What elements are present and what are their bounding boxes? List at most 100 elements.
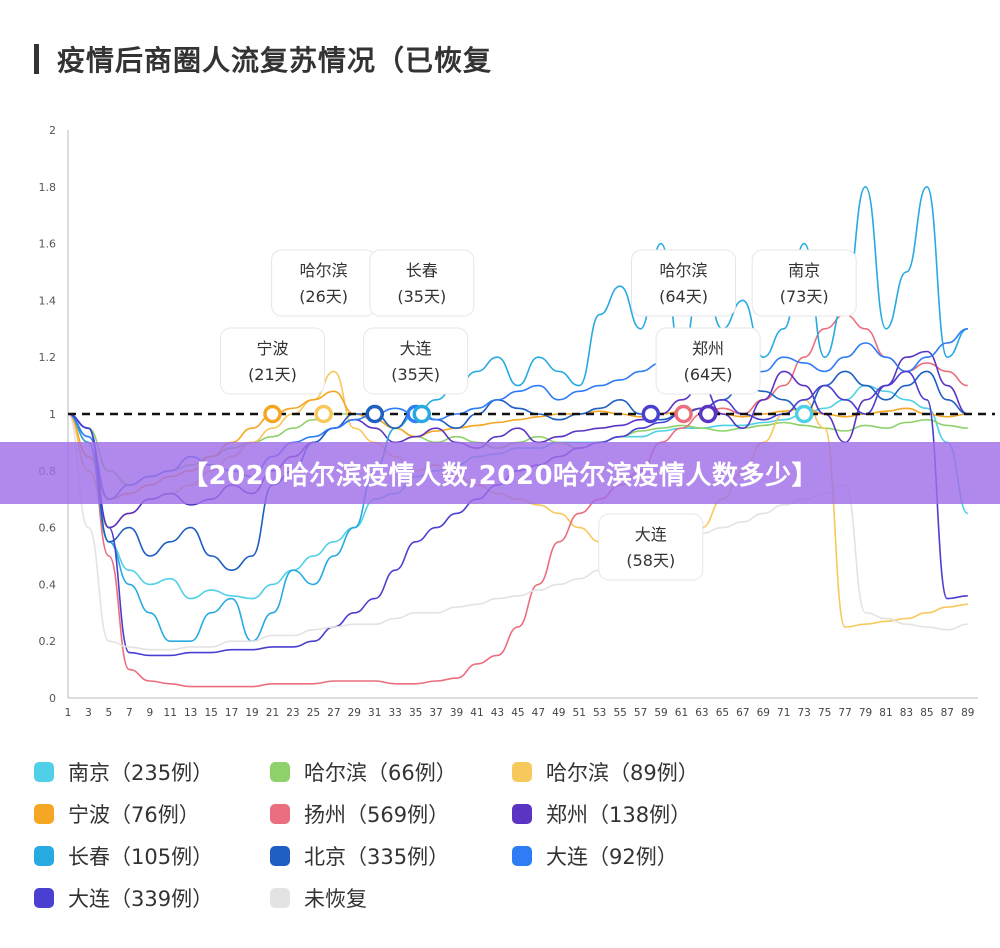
x-tick-label: 81 xyxy=(879,707,892,719)
x-tick-label: 59 xyxy=(654,707,667,719)
x-tick-label: 15 xyxy=(204,707,217,719)
annotation-box xyxy=(631,249,737,317)
x-tick-label: 7 xyxy=(126,707,133,719)
legend-label: 北京（335例） xyxy=(304,845,450,869)
annotation-box xyxy=(655,327,761,395)
legend-label: 哈尔滨（66例） xyxy=(304,761,457,785)
legend-item: 南京（235例） xyxy=(34,760,270,785)
x-tick-label: 69 xyxy=(757,707,770,719)
annotation-city: 南京 xyxy=(788,261,820,280)
x-tick-label: 51 xyxy=(573,707,586,719)
x-tick-label: 83 xyxy=(900,707,913,719)
annotation-days: (73天) xyxy=(780,287,829,306)
y-tick-label: 0.2 xyxy=(39,635,57,648)
legend-label: 未恢复 xyxy=(304,887,367,911)
x-tick-label: 17 xyxy=(225,707,238,719)
x-tick-label: 49 xyxy=(552,707,565,719)
x-axis: 1 3 5 7 9 11 13 15 17 19 21 23 25 27 29 31 33 35 37 39 41 43 4… xyxy=(65,697,978,719)
legend-swatch xyxy=(34,762,54,782)
annotation-days: (58天) xyxy=(626,551,675,570)
legend-item: 哈尔滨（89例） xyxy=(512,760,772,785)
annotation-days: (35天) xyxy=(391,365,440,384)
annotation-box xyxy=(598,513,704,581)
annotation-city: 宁波 xyxy=(256,339,288,358)
x-tick-label: 89 xyxy=(961,707,974,719)
x-tick-label: 25 xyxy=(307,707,320,719)
legend-label: 长春（105例） xyxy=(68,845,214,869)
legend-item: 未恢复 xyxy=(270,886,512,911)
annotation-city: 郑州 xyxy=(692,339,724,358)
legend-swatch xyxy=(512,804,532,824)
x-tick-label: 87 xyxy=(941,707,954,719)
legend-item: 扬州（569例） xyxy=(270,802,512,827)
y-tick-label: 1.6 xyxy=(39,238,57,251)
x-tick-label: 33 xyxy=(389,707,402,719)
x-tick-label: 1 xyxy=(65,707,72,719)
legend-swatch xyxy=(270,762,290,782)
x-tick-label: 41 xyxy=(470,707,483,719)
x-tick-label: 63 xyxy=(695,707,708,719)
y-tick-label: 2 xyxy=(49,124,56,137)
annotation-city: 大连 xyxy=(635,525,667,544)
legend-swatch xyxy=(512,762,532,782)
x-tick-label: 47 xyxy=(532,707,545,719)
title-accent-bar xyxy=(34,44,39,74)
x-tick-label: 13 xyxy=(184,707,197,719)
legend-label: 大连（339例） xyxy=(68,887,214,911)
legend-swatch xyxy=(270,846,290,866)
y-tick-label: 0 xyxy=(49,692,56,705)
recovery-marker xyxy=(698,404,718,424)
chart-title: 疫情后商圈人流复苏情况（已恢复 xyxy=(57,44,493,77)
legend-item: 北京（335例） xyxy=(270,844,512,869)
legend-swatch xyxy=(270,888,290,908)
annotation-days: (35天) xyxy=(397,287,446,306)
legend-item: 郑州（138例） xyxy=(512,802,772,827)
legend-item: 宁波（76例） xyxy=(34,802,270,827)
annotation-box xyxy=(363,327,469,395)
x-tick-label: 11 xyxy=(164,707,177,719)
title-bar: 疫情后商圈人流复苏情况（已恢复 xyxy=(34,42,493,77)
legend-item: 长春（105例） xyxy=(34,844,270,869)
legend-item: 大连（92例） xyxy=(512,844,772,869)
x-tick-label: 79 xyxy=(859,707,872,719)
legend-swatch xyxy=(34,888,54,908)
x-tick-label: 53 xyxy=(593,707,606,719)
recovery-marker xyxy=(365,404,384,424)
legend-label: 郑州（138例） xyxy=(546,803,692,827)
x-tick-label: 19 xyxy=(245,707,258,719)
annotation-days: (64天) xyxy=(684,365,733,384)
annotation-days: (21天) xyxy=(248,365,297,384)
recovery-marker xyxy=(794,404,814,424)
annotation-city: 哈尔滨 xyxy=(660,261,708,280)
x-tick-label: 45 xyxy=(511,707,524,719)
legend-swatch xyxy=(270,804,290,824)
y-axis: 00.20.40.60.811.21.41.61.82 xyxy=(39,124,69,705)
legend-label: 宁波（76例） xyxy=(68,803,200,827)
x-tick-label: 3 xyxy=(85,707,92,719)
x-tick-label: 67 xyxy=(736,707,749,719)
y-tick-label: 1 xyxy=(49,408,56,421)
x-tick-label: 65 xyxy=(716,707,729,719)
series-line-7 xyxy=(67,370,968,571)
x-tick-label: 35 xyxy=(409,707,422,719)
legend: 南京（235例） 哈尔滨（66例） 哈尔滨（89例） 宁波（76例） 扬州（569例） 郑… xyxy=(34,760,934,911)
recovery-marker xyxy=(412,404,432,424)
x-tick-label: 29 xyxy=(348,707,361,719)
annotation-city: 大连 xyxy=(400,339,432,358)
recovery-marker xyxy=(674,404,693,424)
x-tick-label: 73 xyxy=(797,707,810,719)
y-tick-label: 0.4 xyxy=(39,578,57,591)
annotation-city: 长春 xyxy=(406,261,438,280)
legend-label: 南京（235例） xyxy=(68,761,214,785)
annotation-days: (26天) xyxy=(299,287,348,306)
annotation-box xyxy=(751,249,857,317)
x-tick-label: 9 xyxy=(146,707,153,719)
x-tick-label: 21 xyxy=(266,707,279,719)
annotation-city: 哈尔滨 xyxy=(300,261,348,280)
annotation-box xyxy=(219,327,325,395)
x-tick-label: 61 xyxy=(675,707,688,719)
recovery-marker xyxy=(641,404,661,424)
y-tick-label: 1.2 xyxy=(39,351,57,364)
banner-text: 【2020哈尔滨疫情人数,2020哈尔滨疫情人数多少】 xyxy=(181,460,819,491)
